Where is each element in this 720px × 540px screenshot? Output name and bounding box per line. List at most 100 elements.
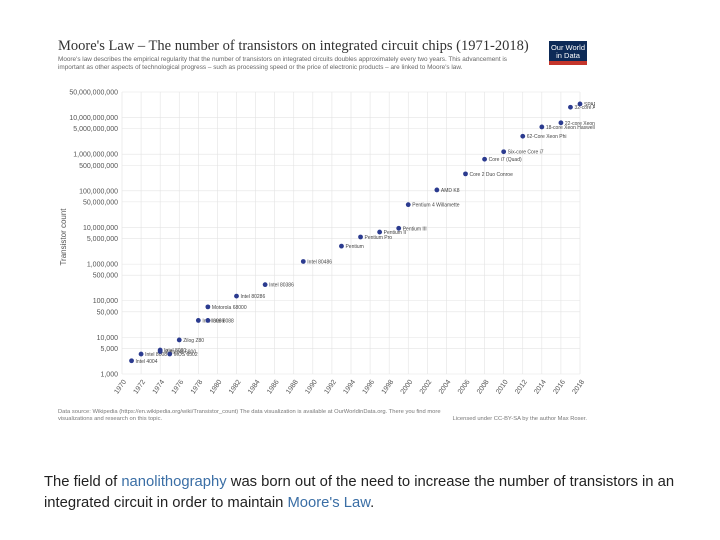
data-point: [558, 120, 564, 126]
chart-figure: 50,000,000,000 10,000,000,000 5,000,000,00…: [50, 32, 595, 432]
data-point-label: Intel 8086: [202, 318, 224, 324]
data-point-label: Intel 80286: [241, 294, 266, 300]
data-point: [138, 351, 144, 357]
x-tick-label: 2006: [457, 379, 472, 396]
x-tick-label: 2016: [552, 379, 567, 396]
data-point-label: Intel 80386: [269, 283, 294, 289]
data-point: [520, 133, 526, 139]
x-tick-label: 2002: [419, 379, 434, 396]
x-tick-label: 1974: [152, 379, 167, 396]
data-point: [377, 229, 383, 235]
chart-source: Data source: Wikipedia (https://en.wikip…: [58, 409, 441, 422]
x-tick-label: 1990: [304, 379, 319, 396]
data-point: [129, 358, 134, 364]
y-tick-label: 5,000,000: [87, 236, 118, 243]
data-point: [577, 101, 583, 107]
data-point: [568, 104, 573, 110]
x-tick-label: 1972: [133, 379, 148, 396]
y-tick-label: 10,000,000,000: [69, 115, 118, 122]
data-point: [167, 351, 173, 357]
x-tick-label: 1998: [381, 379, 396, 396]
owid-logo: Our World in Data: [549, 41, 587, 65]
data-point-label: SPARC M7: [584, 102, 595, 108]
data-point: [157, 349, 163, 354]
data-point-label: Intel 8008: [145, 352, 167, 358]
data-point-label: Pentium Pro: [365, 235, 393, 241]
data-point-label: Pentium II: [384, 230, 407, 236]
y-tick-label: 1,000: [100, 372, 118, 379]
data-point: [396, 225, 402, 231]
data-point-label: Zilog Z80: [183, 338, 204, 344]
x-tick-label: 1992: [323, 379, 338, 396]
data-point-label: MOS 6502: [174, 352, 198, 358]
data-point: [501, 149, 507, 155]
data-point: [339, 243, 344, 249]
nanolithography-link[interactable]: nanolithography: [121, 474, 227, 490]
y-tick-label: 50,000,000,000: [69, 90, 118, 97]
data-point: [463, 171, 468, 177]
caption-text-middle: was born out of the need to increase the…: [44, 474, 675, 511]
x-tick-label: 1976: [171, 379, 186, 396]
x-tick-label: 2012: [514, 379, 529, 396]
data-point-label: Intel 4004: [136, 359, 158, 365]
y-tick-label: 500,000,000: [79, 163, 118, 170]
data-point-label: Motorola 68000: [212, 305, 247, 311]
data-point-label: Core 2 Duo Conroe: [470, 172, 514, 178]
data-point: [205, 304, 211, 310]
caption-text-end: .: [370, 495, 375, 511]
moores-law-link[interactable]: Moore's Law: [287, 495, 371, 511]
x-tick-label: 1984: [247, 379, 262, 396]
y-tick-label: 100,000: [93, 298, 118, 305]
x-axis-ticks: 1970 1972 1974 1976 1978 1980 1982 1984 1986 1988…: [113, 379, 586, 396]
y-tick-label: 500,000: [93, 273, 118, 280]
data-point: [434, 187, 440, 193]
data-point-label: Motorola 6800: [164, 350, 196, 356]
y-tick-label: 10,000,000: [83, 225, 118, 232]
x-tick-label: 2010: [495, 379, 510, 396]
x-tick-label: 2000: [400, 379, 415, 396]
data-point: [300, 259, 306, 264]
data-point-label: Six-core Core i7: [508, 150, 544, 156]
x-tick-label: 2008: [476, 379, 491, 396]
data-point: [482, 156, 487, 162]
grid: [121, 91, 581, 375]
data-point: [539, 124, 545, 130]
y-tick-label: 1,000,000,000: [73, 152, 118, 159]
data-point: [405, 202, 411, 208]
x-tick-label: 1978: [190, 379, 205, 396]
data-point-label: AMD K8: [441, 188, 460, 194]
scatter-plot: 50,000,000,000 10,000,000,000 5,000,000,00…: [59, 90, 595, 396]
data-point: [205, 318, 211, 323]
y-axis-ticks: 50,000,000,000 10,000,000,000 5,000,000,00…: [69, 90, 118, 379]
y-tick-label: 1,000,000: [87, 262, 118, 269]
data-point-label: 18-core Xeon Haswell-E5: [546, 125, 595, 131]
y-tick-label: 100,000,000: [79, 188, 118, 195]
data-point-label: Intel 8088: [212, 318, 234, 324]
x-tick-label: 1970: [113, 379, 128, 396]
x-tick-label: 1988: [285, 379, 300, 396]
data-point-label: Intel 80486: [307, 259, 332, 265]
chart-title: Moore's Law – The number of transistors …: [58, 38, 529, 54]
logo-text: Our World in Data: [550, 43, 586, 60]
y-tick-label: 50,000,000: [83, 199, 118, 206]
x-tick-label: 2004: [438, 379, 453, 396]
data-point-label: 22-core Xeon Broadwell-E5: [565, 121, 595, 127]
x-tick-label: 1986: [266, 379, 281, 396]
data-point-label: Pentium: [345, 244, 363, 250]
chart-subtitle: Moore's law describes the empirical regu…: [58, 56, 508, 71]
data-point: [234, 293, 239, 299]
x-tick-label: 1996: [362, 379, 377, 396]
y-axis-label: Transistor count: [59, 208, 68, 266]
x-tick-label: 1994: [342, 379, 357, 396]
y-tick-label: 50,000: [97, 309, 119, 316]
data-point-label: 62-Core Xeon Phi: [527, 134, 567, 140]
x-tick-label: 1980: [209, 379, 224, 396]
data-point-label: Core i7 (Quad): [489, 157, 522, 163]
caption-text-start: The field of: [44, 474, 122, 490]
data-point: [358, 234, 363, 240]
x-tick-label: 2014: [533, 379, 548, 396]
caption: The field of nanolithography was born ou…: [44, 472, 684, 514]
chart-license: Licensed under CC-BY-SA by the author Ma…: [452, 416, 587, 422]
data-point-label: Intel 8080: [164, 348, 186, 354]
data-point-label: 32-core AMD Epyc: [574, 105, 595, 111]
